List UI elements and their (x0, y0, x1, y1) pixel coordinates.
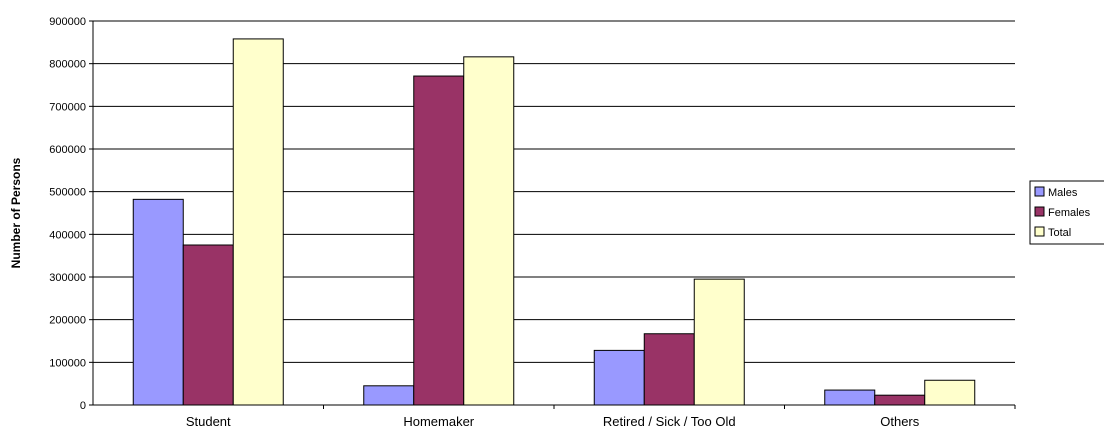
x-tick-label: Student (186, 414, 231, 429)
axes (92, 21, 1015, 406)
bar-total (924, 379, 976, 406)
bar-total (693, 278, 745, 406)
legend-label: Males (1048, 187, 1078, 199)
y-tick-label: 300000 (49, 272, 86, 284)
y-axis-title: Number of Persons (9, 157, 23, 268)
y-tick-label: 700000 (49, 101, 86, 113)
x-tick-label: Retired / Sick / Too Old (603, 414, 736, 429)
legend-label: Total (1048, 227, 1071, 239)
legend-label: Females (1048, 207, 1091, 219)
y-tick-label: 200000 (49, 315, 86, 327)
bar-males (593, 349, 645, 406)
y-tick-label: 600000 (49, 144, 86, 156)
bar-females (874, 394, 926, 406)
y-tick-label: 900000 (49, 16, 86, 28)
y-tick-label: 100000 (49, 357, 86, 369)
y-tick-label: 400000 (49, 229, 86, 241)
bars (132, 38, 976, 406)
bar-males (363, 385, 415, 406)
x-tick-label: Others (880, 414, 920, 429)
bar-total (232, 38, 284, 406)
bar-total (463, 56, 515, 406)
y-tick-label: 800000 (49, 59, 86, 71)
y-tick-label: 0 (80, 400, 86, 412)
legend-swatch (1034, 206, 1045, 217)
legend: Males Females Total (1029, 180, 1104, 245)
bar-males (132, 198, 184, 406)
y-tick-labels: 0 100000 200000 300000 400000 500000 600000 700… (49, 16, 86, 412)
bar-females (182, 244, 234, 406)
bar-females (413, 75, 465, 406)
bar-females (643, 333, 695, 406)
bar-males (824, 389, 876, 406)
x-tick-label: Homemaker (403, 414, 474, 429)
x-tick-labels: Student Homemaker Retired / Sick / Too Old… (186, 414, 920, 429)
legend-swatch (1034, 186, 1045, 197)
legend-swatch (1034, 226, 1045, 237)
y-tick-label: 500000 (49, 187, 86, 199)
